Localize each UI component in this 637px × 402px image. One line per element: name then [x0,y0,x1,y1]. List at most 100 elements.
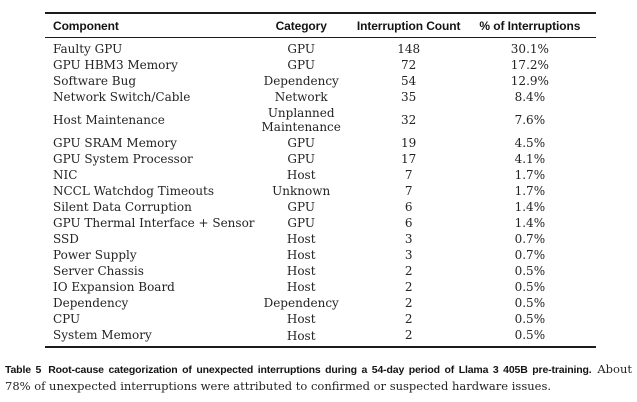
cell-component: IO Expansion Board [53,280,175,294]
cell-category: Host [286,328,316,343]
cell-pct: 0.5% [514,296,546,310]
cell-component: Server Chassis [53,264,144,278]
col-header-pct-interruptions: % of Interruptions [463,13,596,38]
table-row: SSD Host 3 0.7% [45,231,596,247]
cell-category: Dependency [263,74,339,88]
cell-category: Unplanned Maintenance [261,106,341,134]
cell-pct: 12.9% [510,74,549,88]
cell-count: 54 [401,74,417,88]
cell-category: GPU [287,136,315,150]
cell-component: NIC [53,168,78,182]
cell-category: Host [286,264,316,278]
cell-count: 7 [404,168,413,182]
cell-pct: 0.5% [514,264,546,278]
caption-title: Root-cause categorization of unexpected … [48,364,592,376]
cell-component: GPU System Processor [53,152,193,166]
table-row: GPU HBM3 Memory GPU 72 17.2% [45,57,596,73]
cell-count: 6 [404,200,413,214]
table-row: Dependency Dependency 2 0.5% [45,295,596,311]
table-row: GPU SRAM Memory GPU 19 4.5% [45,135,596,151]
cell-pct: 0.7% [514,248,546,262]
table-row: Server Chassis Host 2 0.5% [45,263,596,279]
cell-count: 3 [404,232,413,246]
table-row: Faulty GPU GPU 148 30.1% [45,38,596,58]
cell-count: 6 [404,216,413,230]
cell-category: GPU [287,152,315,166]
paper-page: Component Category Interruption Count % … [0,12,637,402]
cell-count: 17 [401,152,417,166]
cell-pct: 0.5% [514,312,546,326]
cell-pct: 1.7% [514,168,546,182]
cell-component: Dependency [53,296,129,310]
cell-category: Host [286,312,316,326]
table-row: IO Expansion Board Host 2 0.5% [45,279,596,295]
table-row: Power Supply Host 3 0.7% [45,247,596,263]
table-row: Software Bug Dependency 54 12.9% [45,73,596,89]
cell-component: Software Bug [53,74,137,88]
cell-category: Dependency [263,296,339,310]
cell-count: 2 [404,296,413,310]
cell-component: Network Switch/Cable [53,90,191,104]
cell-component: NCCL Watchdog Timeouts [53,184,215,198]
cell-count: 3 [404,248,413,262]
cell-component: Silent Data Corruption [53,200,192,214]
table-caption: Table 5 Root-cause categorization of unex… [5,361,632,394]
cell-count: 32 [401,113,417,127]
col-header-component: Component [45,13,249,38]
cell-pct: 0.5% [514,280,546,294]
cell-pct: 0.5% [514,328,546,342]
cell-pct: 17.2% [510,58,549,72]
caption-table-number: Table 5 [5,364,42,376]
cell-component: SSD [53,232,79,246]
interruptions-table: Component Category Interruption Count % … [45,12,596,348]
table-row: System Memory Host 2 0.5% [45,327,596,347]
cell-component: Host Maintenance [53,113,165,127]
cell-category: GPU [287,216,315,230]
cell-count: 7 [404,184,413,198]
cell-component: CPU [53,312,81,326]
cell-pct: 4.5% [514,136,546,150]
cell-count: 19 [401,136,417,150]
cell-count: 2 [404,312,413,326]
col-header-interruption-count: Interruption Count [353,13,464,38]
table-row: NIC Host 7 1.7% [45,167,596,183]
cell-category: GPU [287,58,315,72]
cell-category: Host [286,248,316,262]
table-row: Network Switch/Cable Network 35 8.4% [45,89,596,105]
table-row: Silent Data Corruption GPU 6 1.4% [45,199,596,215]
cell-count: 2 [404,328,413,342]
table-body: Faulty GPU GPU 148 30.1% GPU HBM3 Memory GPU 7… [45,38,596,348]
cell-component: System Memory [53,328,152,342]
cell-category: GPU [287,200,315,214]
cell-pct: 0.7% [514,232,546,246]
table-row: GPU System Processor GPU 17 4.1% [45,151,596,167]
col-header-category: Category [248,13,354,38]
cell-pct: 1.4% [514,200,546,214]
cell-component: GPU Thermal Interface + Sensor [53,216,255,230]
cell-pct: 8.4% [514,90,546,104]
caption-text: About 78% of unexpected interruptions we… [5,362,632,393]
cell-category: Host [286,168,316,182]
cell-category: Unknown [272,184,331,198]
cell-category: Host [286,232,316,246]
cell-pct: 1.7% [514,184,546,198]
cell-count: 72 [401,58,417,72]
cell-category: GPU [287,41,315,56]
table-row: GPU Thermal Interface + Sensor GPU 6 1.4% [45,215,596,231]
cell-pct: 7.6% [514,113,546,127]
cell-count: 2 [404,264,413,278]
cell-pct: 30.1% [510,42,549,56]
cell-pct: 1.4% [514,216,546,230]
cell-count: 35 [401,90,417,104]
cell-component: Power Supply [53,248,137,262]
root-cause-table: Component Category Interruption Count % … [45,12,596,348]
cell-component: GPU SRAM Memory [53,136,177,150]
table-row: Host Maintenance Unplanned Maintenance 32 7… [45,105,596,135]
cell-pct: 4.1% [514,152,546,166]
cell-category: Host [286,280,316,294]
table-row: CPU Host 2 0.5% [45,311,596,327]
cell-count: 2 [404,280,413,294]
cell-component: Faulty GPU [53,42,123,56]
cell-component: GPU HBM3 Memory [53,58,178,72]
table-row: NCCL Watchdog Timeouts Unknown 7 1.7% [45,183,596,199]
